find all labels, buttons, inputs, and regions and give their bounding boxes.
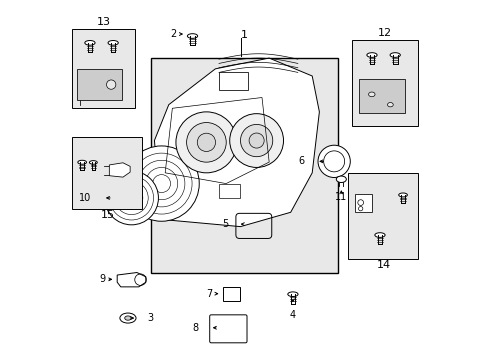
- Text: 15: 15: [100, 210, 114, 220]
- Ellipse shape: [120, 313, 136, 323]
- Ellipse shape: [78, 160, 86, 164]
- Text: 1: 1: [241, 30, 247, 40]
- FancyBboxPatch shape: [72, 137, 142, 209]
- FancyBboxPatch shape: [151, 58, 337, 273]
- Ellipse shape: [386, 103, 392, 107]
- Text: 5: 5: [221, 219, 227, 229]
- Text: 13: 13: [97, 17, 110, 27]
- Text: 12: 12: [377, 28, 391, 38]
- Ellipse shape: [336, 176, 346, 183]
- FancyBboxPatch shape: [358, 79, 404, 113]
- Circle shape: [176, 112, 236, 173]
- FancyBboxPatch shape: [209, 315, 246, 343]
- Ellipse shape: [398, 193, 407, 197]
- Ellipse shape: [108, 41, 118, 45]
- Text: 6: 6: [298, 156, 304, 166]
- Circle shape: [317, 145, 349, 177]
- Text: 3: 3: [147, 313, 154, 323]
- FancyBboxPatch shape: [348, 173, 418, 259]
- Circle shape: [123, 146, 199, 221]
- Circle shape: [104, 171, 158, 225]
- Text: 14: 14: [376, 260, 390, 270]
- Circle shape: [197, 133, 215, 152]
- Text: 2: 2: [170, 29, 176, 39]
- FancyBboxPatch shape: [72, 30, 135, 108]
- Polygon shape: [154, 58, 319, 226]
- Ellipse shape: [89, 161, 97, 164]
- FancyBboxPatch shape: [77, 69, 122, 100]
- FancyBboxPatch shape: [223, 287, 240, 301]
- Polygon shape: [117, 273, 145, 287]
- Circle shape: [240, 125, 272, 157]
- Ellipse shape: [368, 92, 374, 97]
- Text: 10: 10: [79, 193, 91, 203]
- FancyBboxPatch shape: [351, 40, 418, 126]
- Text: 7: 7: [205, 289, 212, 299]
- FancyBboxPatch shape: [354, 194, 371, 212]
- Circle shape: [106, 80, 116, 89]
- Ellipse shape: [84, 41, 95, 45]
- Text: 11: 11: [334, 192, 347, 202]
- Circle shape: [248, 133, 264, 148]
- Circle shape: [229, 114, 283, 167]
- Text: 4: 4: [289, 310, 295, 320]
- Ellipse shape: [124, 316, 131, 320]
- Polygon shape: [109, 163, 130, 177]
- Ellipse shape: [366, 53, 376, 57]
- Circle shape: [186, 122, 226, 162]
- Ellipse shape: [389, 53, 400, 57]
- Ellipse shape: [187, 34, 197, 39]
- Text: 9: 9: [100, 274, 105, 284]
- Ellipse shape: [287, 292, 297, 297]
- Ellipse shape: [374, 233, 385, 237]
- Text: 8: 8: [192, 323, 199, 333]
